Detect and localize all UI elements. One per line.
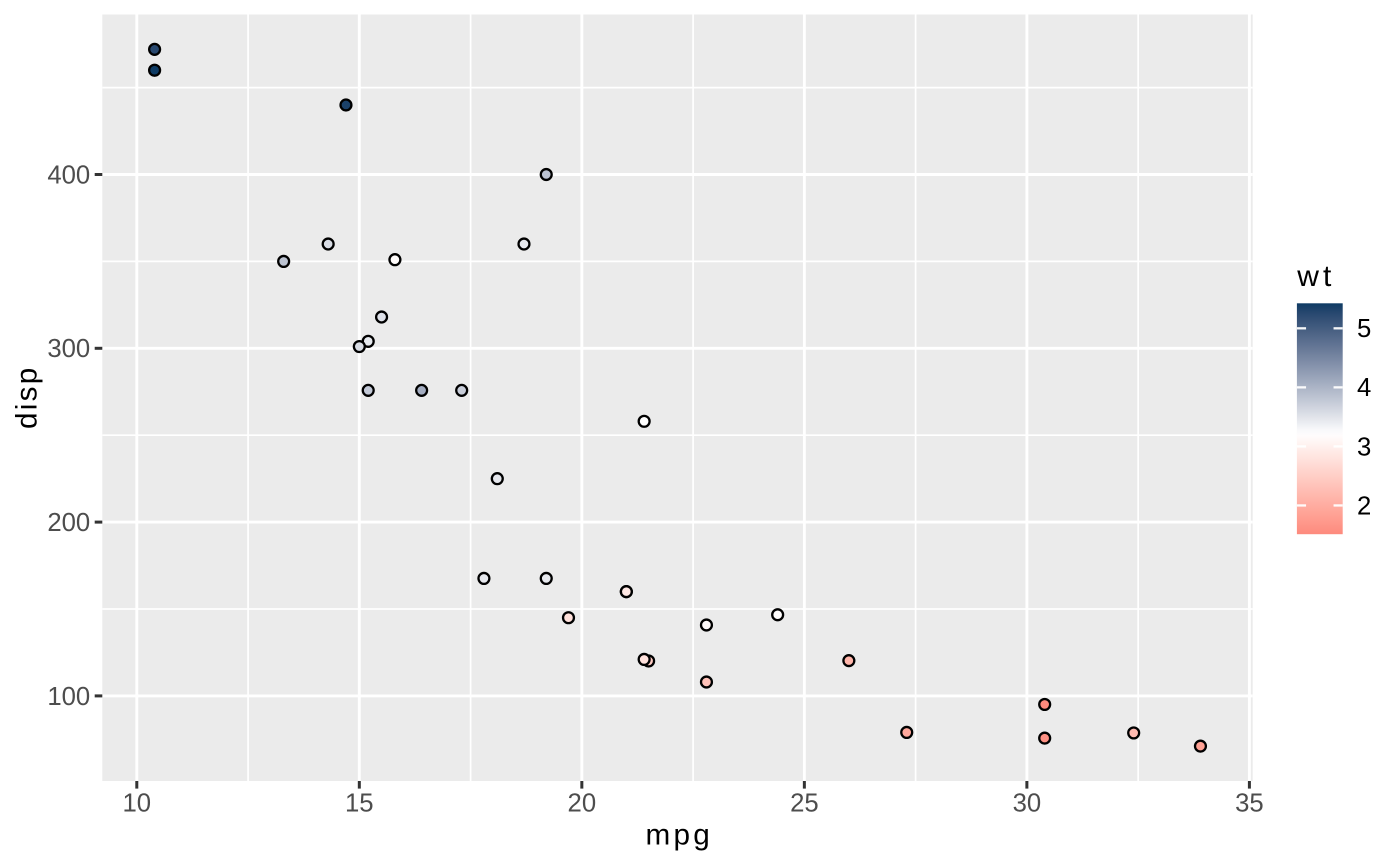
- svg-text:400: 400: [47, 161, 90, 189]
- svg-text:30: 30: [1013, 790, 1042, 818]
- svg-text:wt: wt: [1296, 260, 1335, 293]
- svg-text:15: 15: [345, 790, 374, 818]
- svg-text:10: 10: [123, 790, 152, 818]
- svg-text:mpg: mpg: [645, 819, 713, 852]
- svg-text:25: 25: [790, 790, 819, 818]
- svg-text:300: 300: [47, 335, 90, 363]
- svg-text:4: 4: [1357, 374, 1371, 402]
- svg-text:100: 100: [47, 683, 90, 711]
- svg-text:200: 200: [47, 509, 90, 537]
- svg-text:35: 35: [1235, 790, 1264, 818]
- svg-text:5: 5: [1357, 315, 1371, 343]
- svg-text:3: 3: [1357, 433, 1371, 461]
- svg-text:2: 2: [1357, 492, 1371, 520]
- svg-text:20: 20: [568, 790, 597, 818]
- svg-text:disp: disp: [11, 365, 44, 429]
